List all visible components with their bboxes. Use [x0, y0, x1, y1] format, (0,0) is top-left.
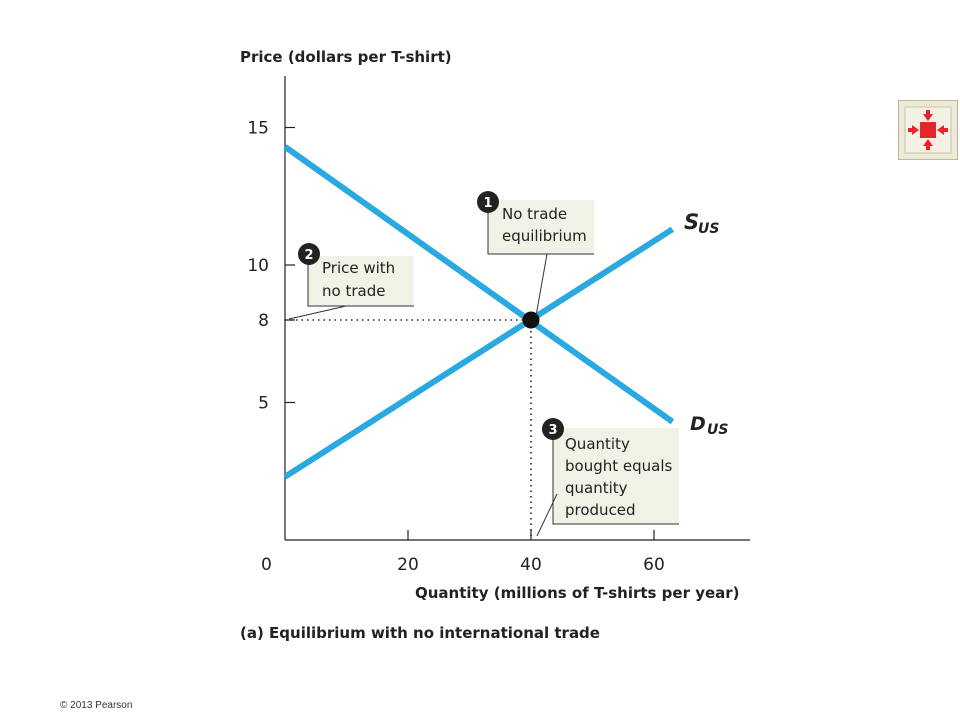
callout-2: 2 Price with no trade — [288, 243, 414, 320]
demand-curve — [283, 144, 675, 425]
callout-1-line-1: No trade — [502, 205, 567, 223]
callout-3-number: 3 — [548, 423, 557, 438]
callout-2-badge — [298, 243, 320, 265]
callout-1-pointer — [535, 253, 548, 317]
supply-label-subscript: US — [698, 221, 719, 237]
callout-3-line-2: bought equals — [565, 457, 672, 475]
callout-3-box — [553, 428, 679, 524]
callout-2-line-2: no trade — [322, 282, 385, 300]
demand-label-subscript: US — [707, 422, 728, 438]
callout-2-number: 2 — [304, 248, 313, 263]
callout-1-number: 1 — [483, 196, 492, 211]
callout-3-pointer — [536, 493, 558, 537]
x-tick-label: 60 — [643, 555, 665, 575]
x-origin-label: 0 — [261, 555, 272, 575]
demand-label-name: D — [690, 413, 706, 435]
copyright-notice: © 2013 Pearson — [60, 700, 133, 711]
y-axis-title: Price (dollars per T-shirt) — [240, 48, 452, 66]
supply-label-name: S — [684, 210, 699, 234]
callout-3-line-3: quantity — [565, 479, 628, 497]
y-tick-label: 15 — [247, 119, 269, 139]
equilibrium-point — [522, 311, 540, 329]
callout-3-line-4: produced — [565, 501, 636, 519]
x-tick-label: 20 — [397, 555, 419, 575]
callout-2-box — [308, 256, 414, 306]
collapse-view-button[interactable] — [898, 100, 958, 160]
callout-2-pointer — [288, 305, 347, 320]
supply-curve — [283, 226, 675, 480]
demand-curve-label: D US — [690, 413, 728, 438]
callout-3-badge — [542, 418, 564, 440]
y-tick-label: 8 — [258, 311, 269, 331]
supply-curve-label: S US — [684, 210, 719, 237]
callout-1-badge — [477, 191, 499, 213]
x-axis-title: Quantity (millions of T-shirts per year) — [415, 584, 740, 602]
x-tick-label: 40 — [520, 555, 542, 575]
callout-1-box — [488, 200, 594, 254]
y-tick-label: 10 — [247, 256, 269, 276]
callout-3-line-1: Quantity — [565, 435, 630, 453]
callout-2-line-1: Price with — [322, 259, 395, 277]
callout-3: 3 Quantity bought equals quantity produc… — [536, 418, 679, 537]
y-tick-label: 5 — [258, 394, 269, 414]
callout-1-line-2: equilibrium — [502, 227, 587, 245]
callout-1: 1 No trade equilibrium — [477, 191, 594, 317]
collapse-arrows-icon — [904, 106, 952, 154]
chart-subtitle: (a) Equilibrium with no international tr… — [240, 624, 600, 642]
